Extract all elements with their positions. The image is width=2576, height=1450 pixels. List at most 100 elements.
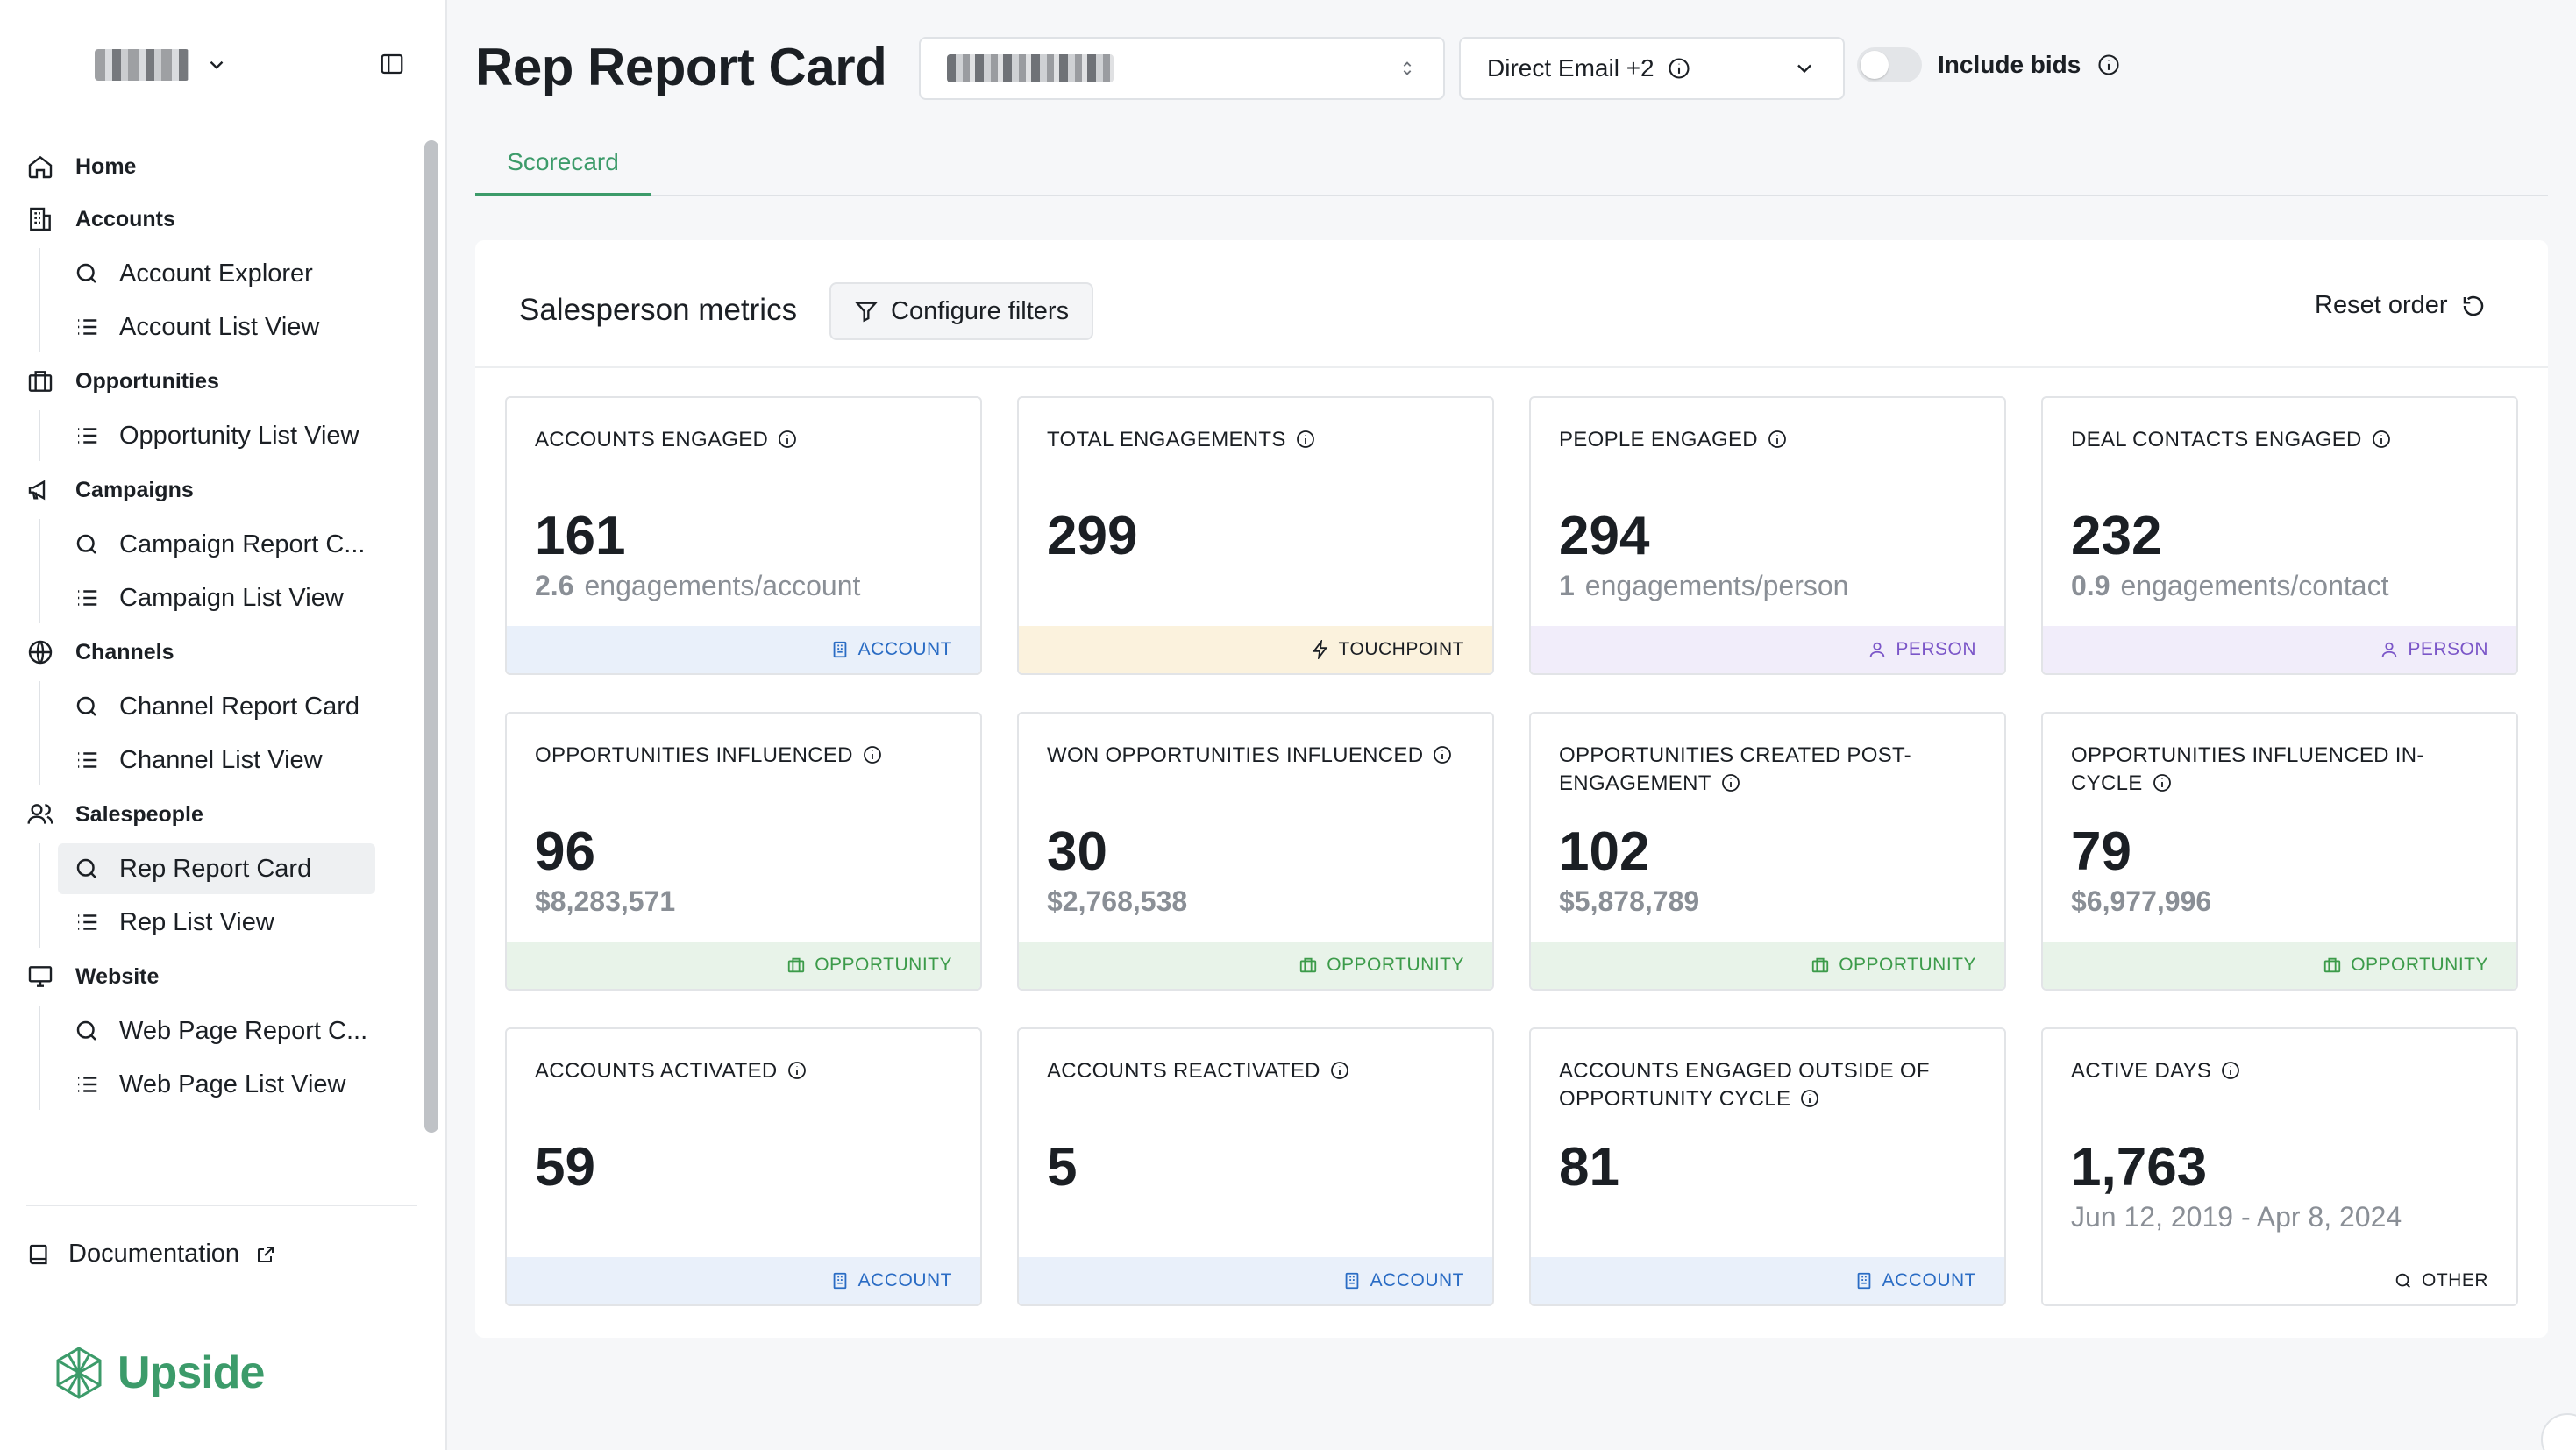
metric-card[interactable]: DEAL CONTACTS ENGAGED 232 0.9 engagements/c… [2041,396,2518,675]
sidebar-group-website[interactable]: Website [0,950,421,1003]
metric-subtext: Jun 12, 2019 - Apr 8, 2024 [2071,1201,2402,1233]
list-icon [78,752,97,768]
opportunities-sub-list: Opportunity List View [39,410,421,461]
documentation-link[interactable]: Documentation [26,1240,276,1269]
sidebar-group-opportunities[interactable]: Opportunities [0,355,421,408]
sidebar-item-campaign-list-view[interactable]: Campaign List View [58,572,375,623]
metric-value: 161 [535,506,626,566]
rep-select[interactable] [919,37,1445,100]
info-icon[interactable] [1329,1060,1350,1081]
info-icon[interactable] [1767,429,1788,450]
info-icon[interactable] [2220,1060,2241,1081]
metric-category-tag: OPPORTUNITY [1019,942,1492,989]
reset-order-button[interactable]: Reset order [2315,291,2487,320]
sidebar-group-salespeople[interactable]: Salespeople [0,788,421,841]
metric-card[interactable]: WON OPPORTUNITIES INFLUENCED 30 $2,768,538… [1017,712,1494,991]
sidebar-item-opportunity-list-view[interactable]: Opportunity List View [58,410,375,461]
include-bids-toggle[interactable] [1857,47,1922,82]
briefcase-icon [786,956,806,975]
panel-title: Salesperson metrics [519,293,798,327]
sidebar-group-accounts[interactable]: Accounts [0,193,421,245]
building-icon [1342,1271,1362,1290]
sidebar-group-channels[interactable]: Channels [0,626,421,679]
metric-category-tag: ACCOUNT [507,1257,980,1304]
metric-category-tag: ACCOUNT [507,626,980,673]
workspace-switcher[interactable] [95,49,228,81]
metric-card[interactable]: ACCOUNTS REACTIVATED 5 ACCOUNT [1017,1027,1494,1306]
metric-title-text: DEAL CONTACTS ENGAGED [2071,428,2362,451]
include-bids-control: Include bids [1857,47,2121,82]
sidebar-item-channel-list-view[interactable]: Channel List View [58,735,375,785]
upside-logo-icon [56,1347,102,1399]
sidebar-nav[interactable]: Home Accounts Account Explorer Account L… [0,140,421,1183]
search-icon [76,1020,96,1041]
tab-scorecard[interactable]: Scorecard [475,131,651,196]
sidebar-group-campaigns[interactable]: Campaigns [0,464,421,516]
metric-subtext: 1 engagements/person [1559,570,1848,602]
metric-card[interactable]: ACCOUNTS ENGAGED 161 2.6 engagements/accoun… [505,396,982,675]
sidebar-group-label: Salespeople [75,801,203,827]
info-icon[interactable] [2096,53,2121,77]
metric-category-label: PERSON [1896,639,1976,659]
metric-card[interactable]: TOTAL ENGAGEMENTS 299 TOUCHPOINT [1017,396,1494,675]
metric-title-text: ACCOUNTS ENGAGED [535,428,769,451]
sidebar-item-web-page-report-card[interactable]: Web Page Report C... [58,1006,375,1056]
help-launcher[interactable] [2541,1413,2576,1450]
sidebar-item-campaign-report-card[interactable]: Campaign Report C... [58,519,375,570]
lightning-icon [1311,640,1330,659]
sidebar-item-rep-report-card[interactable]: Rep Report Card [58,843,375,894]
sidebar-scrollbar[interactable] [424,140,438,1133]
metric-ratio: 1 [1559,570,1575,601]
sidebar-item-channel-report-card[interactable]: Channel Report Card [58,681,375,732]
briefcase-icon [1299,956,1318,975]
list-icon [78,319,97,335]
info-icon[interactable] [786,1060,808,1081]
upside-logo: Upside [51,1345,265,1401]
metric-card[interactable]: ACCOUNTS ACTIVATED 59 ACCOUNT [505,1027,982,1306]
metric-category-label: OTHER [2422,1270,2488,1290]
metric-card[interactable]: ACTIVE DAYS 1,763 Jun 12, 2019 - Apr 8, 20… [2041,1027,2518,1306]
metric-category-label: OPPORTUNITY [815,955,952,975]
info-icon[interactable] [1799,1088,1820,1109]
sidebar-item-label: Rep Report Card [119,854,312,883]
info-icon[interactable] [1720,772,1741,793]
sidebar-collapse-icon[interactable] [379,51,405,77]
metric-category-tag: ACCOUNT [1531,1257,2004,1304]
sidebar-group-label: Channels [75,639,174,665]
metric-title-text: OPPORTUNITIES INFLUENCED IN-CYCLE [2071,743,2424,795]
sidebar-item-label: Campaign Report C... [119,530,366,558]
metric-card[interactable]: OPPORTUNITIES INFLUENCED IN-CYCLE 79 $6,97… [2041,712,2518,991]
info-icon[interactable] [2371,429,2392,450]
building-icon [1854,1271,1874,1290]
metric-title-text: ACCOUNTS REACTIVATED [1047,1059,1320,1083]
list-icon [78,428,97,444]
search-icon [2394,1271,2413,1290]
metric-category-label: ACCOUNT [857,639,952,659]
reset-icon [2463,295,2483,316]
rep-name-redacted [947,54,1114,82]
salesperson-metrics-panel: Salesperson metrics Configure filters Re… [475,240,2548,1338]
metric-title: OPPORTUNITIES INFLUENCED IN-CYCLE [2071,742,2481,798]
info-icon[interactable] [2152,772,2173,793]
search-icon [76,534,96,554]
metric-title-text: ACCOUNTS ACTIVATED [535,1059,778,1083]
metric-card[interactable]: OPPORTUNITIES CREATED POST-ENGAGEMENT 102… [1529,712,2006,991]
metric-card[interactable]: ACCOUNTS ENGAGED OUTSIDE OF OPPORTUNITY … [1529,1027,2006,1306]
info-icon[interactable] [1295,429,1316,450]
info-icon[interactable] [777,429,798,450]
sidebar-item-account-explorer[interactable]: Account Explorer [58,248,375,299]
channel-filter-select[interactable]: Direct Email +2 [1459,37,1845,100]
sidebar-item-web-page-list-view[interactable]: Web Page List View [58,1059,375,1110]
sidebar-item-account-list-view[interactable]: Account List View [58,302,375,352]
info-icon[interactable] [862,744,883,765]
metric-card[interactable]: PEOPLE ENGAGED 294 1 engagements/person PERS… [1529,396,2006,675]
monitor-icon [28,966,53,987]
chevron-down-icon [210,60,224,69]
configure-filters-button[interactable]: Configure filters [829,282,1094,340]
sidebar-item-home[interactable]: Home [0,140,421,193]
metric-category-label: OPPORTUNITY [1327,955,1464,975]
metric-card[interactable]: OPPORTUNITIES INFLUENCED 96 $8,283,571 OPPO… [505,712,982,991]
sidebar-item-rep-list-view[interactable]: Rep List View [58,897,375,948]
info-icon[interactable] [1432,744,1453,765]
info-icon[interactable] [1667,56,1691,81]
